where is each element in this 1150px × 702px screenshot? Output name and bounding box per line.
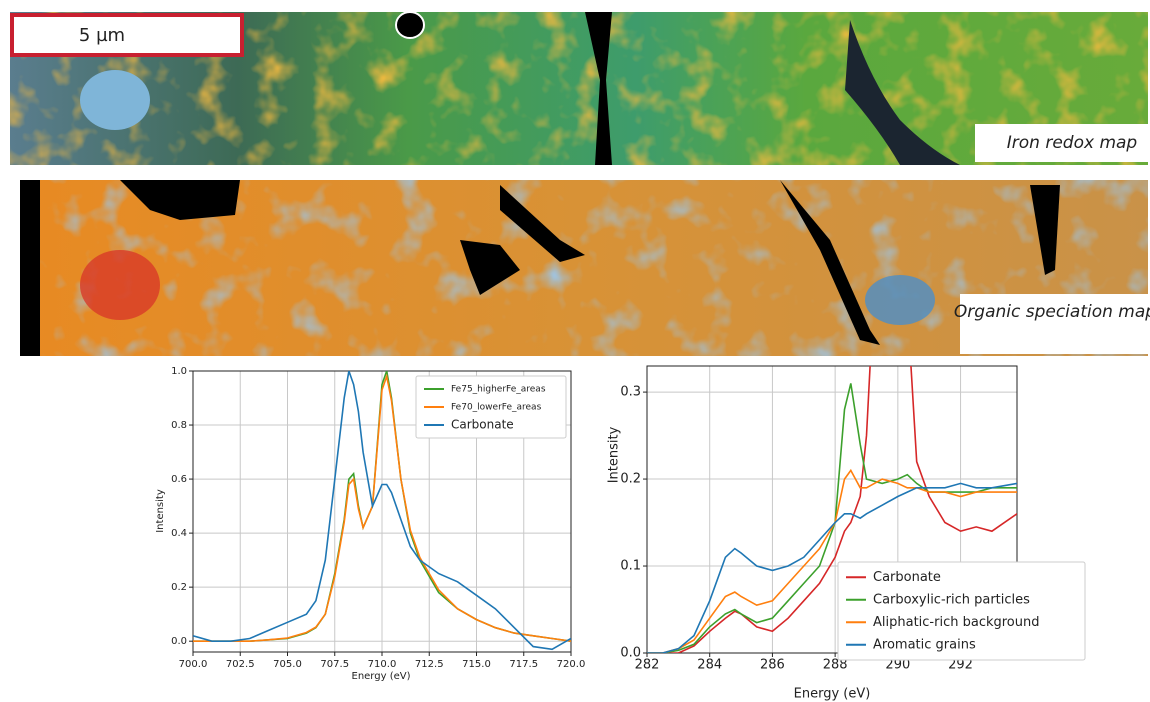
x-tick-label: 707.5 bbox=[320, 659, 349, 670]
y-tick-label: 0.4 bbox=[171, 528, 187, 539]
map-label: Iron redox map bbox=[1007, 133, 1138, 153]
y-tick-label: 0.1 bbox=[620, 559, 641, 574]
x-tick-label: 705.0 bbox=[273, 659, 302, 670]
x-tick-label: 715.0 bbox=[462, 659, 491, 670]
y-tick-label: 1.0 bbox=[171, 366, 187, 377]
legend-label: Fe75_higherFe_areas bbox=[451, 385, 546, 395]
y-tick-label: 0.2 bbox=[620, 472, 641, 487]
y-tick-label: 0.6 bbox=[171, 474, 187, 485]
x-tick-label: 717.5 bbox=[509, 659, 538, 670]
x-tick-label: 286 bbox=[760, 658, 785, 673]
y-tick-label: 0.2 bbox=[171, 582, 187, 593]
legend-label: Aromatic grains bbox=[873, 637, 976, 652]
x-tick-label: 720.0 bbox=[557, 659, 586, 670]
x-tick-label: 712.5 bbox=[415, 659, 444, 670]
legend-label: Carboxylic-rich particles bbox=[873, 592, 1030, 607]
y-axis-title: Intensity bbox=[607, 426, 622, 483]
scale-bar: 5 µm bbox=[79, 25, 125, 46]
legend-label: Carbonate bbox=[451, 418, 514, 432]
x-axis-title: Energy (eV) bbox=[352, 671, 411, 682]
y-tick-label: 0.0 bbox=[620, 646, 641, 661]
y-tick-label: 0.0 bbox=[171, 636, 187, 647]
y-axis-title: Intensity bbox=[155, 489, 166, 533]
figure: 5 µm Iron redox map Organic speciation m… bbox=[0, 0, 1150, 702]
iron-redox-map: 5 µm Iron redox map bbox=[10, 12, 1148, 165]
organic-speciation-map: Organic speciation map bbox=[20, 180, 1150, 356]
x-tick-label: 710.0 bbox=[368, 659, 397, 670]
x-tick-label: 700.0 bbox=[179, 659, 208, 670]
x-tick-label: 702.5 bbox=[226, 659, 255, 670]
x-axis-title: Energy (eV) bbox=[794, 687, 871, 702]
y-tick-label: 0.3 bbox=[620, 385, 641, 400]
y-tick-label: 0.8 bbox=[171, 420, 187, 431]
legend-label: Fe70_lowerFe_areas bbox=[451, 403, 542, 413]
map-label: Organic speciation map bbox=[954, 302, 1150, 322]
x-tick-label: 284 bbox=[697, 658, 722, 673]
legend-label: Aliphatic-rich background bbox=[873, 615, 1040, 630]
legend-label: Carbonate bbox=[873, 570, 941, 585]
